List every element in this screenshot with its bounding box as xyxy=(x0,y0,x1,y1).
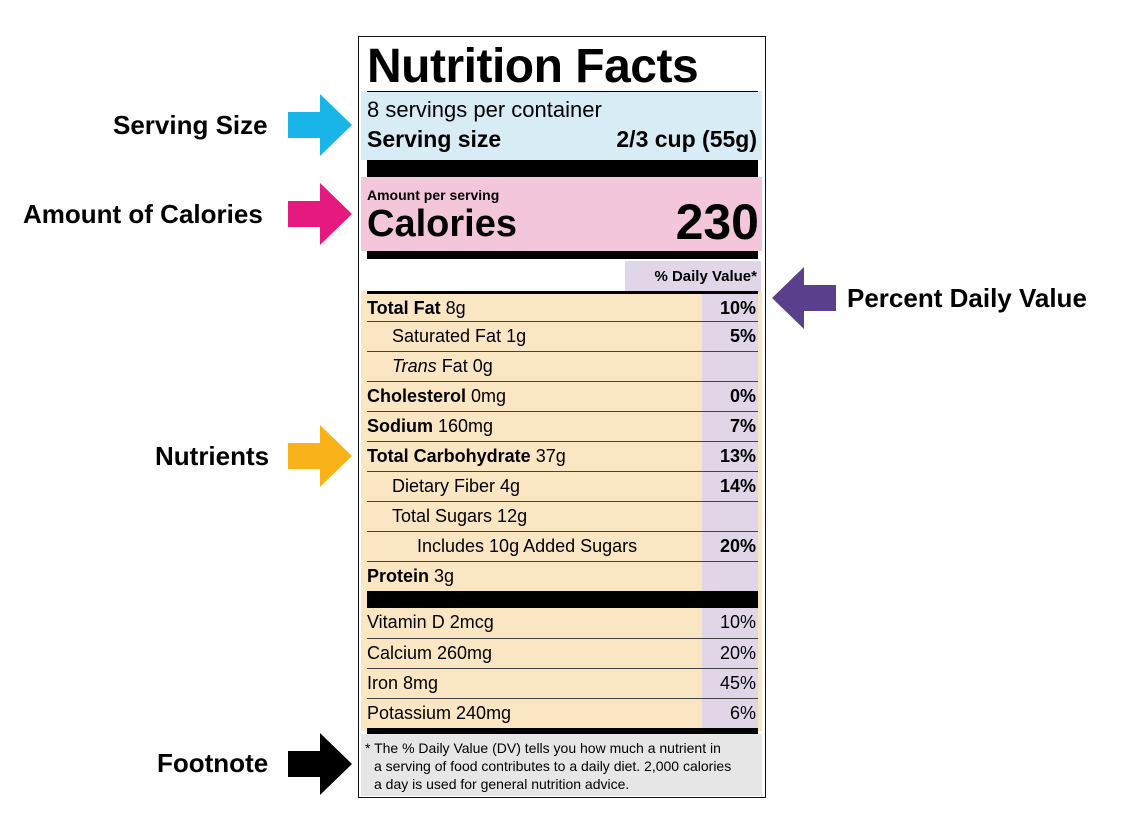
footnote-arrow-shape xyxy=(288,733,352,795)
callout-percent-dv: Percent Daily Value xyxy=(847,283,1087,313)
nutrient-percent: 7% xyxy=(729,416,756,436)
nutrient-italic: Trans xyxy=(392,356,437,376)
nutrient-row: Total Carbohydrate 37g 13% xyxy=(367,441,758,471)
calories-value: 230 xyxy=(675,194,759,250)
daily-value-header: % Daily Value* xyxy=(625,261,761,292)
nutrient-name: Total Sugars 12g xyxy=(392,502,527,531)
nutrient-name: Includes 10g Added Sugars xyxy=(417,532,637,561)
nutrient-percent: 14% xyxy=(719,476,756,496)
vitamin-percent: 20% xyxy=(719,643,756,663)
nutrients-arrow-icon xyxy=(288,425,352,487)
nutrient-bold: Protein xyxy=(367,566,430,586)
nutrient-plain: Fat 0g xyxy=(436,356,493,376)
nutrient-row: Cholesterol 0mg 0% xyxy=(367,381,758,411)
footnote-zone xyxy=(361,734,762,796)
nutrient-percent: 10% xyxy=(719,298,756,318)
nutrient-amount: 0mg xyxy=(466,386,507,406)
calories-arrow-shape xyxy=(288,183,352,245)
nutrient-name: Sodium 160mg xyxy=(367,412,493,441)
nutrient-row: Total Fat 8g 10% xyxy=(367,291,758,321)
nutrient-plain: Total Sugars 12g xyxy=(392,506,528,526)
nutrient-name: Dietary Fiber 4g xyxy=(392,472,520,501)
vitamin-name: Potassium 240mg xyxy=(367,703,512,723)
nutrient-amount: 37g xyxy=(530,446,566,466)
nutrient-percent: 0% xyxy=(729,386,756,406)
nutrients-arrow-shape xyxy=(288,425,352,487)
footnote-line: a day is used for general nutrition advi… xyxy=(374,776,630,792)
callout-nutrients: Nutrients xyxy=(155,441,270,471)
nutrient-name: Trans Fat 0g xyxy=(392,352,493,381)
nutrient-name: Saturated Fat 1g xyxy=(392,322,526,351)
dv-column xyxy=(702,291,758,731)
nutrient-amount: 160mg xyxy=(433,416,494,436)
calories-label: Calories xyxy=(367,203,517,245)
thick-rule-bottom xyxy=(367,728,758,734)
footnote-line: * The % Daily Value (DV) tells you how m… xyxy=(365,740,721,756)
footnote-arrow-icon xyxy=(288,733,352,795)
serving-size-arrow-icon xyxy=(288,94,352,156)
nutrient-bold: Sodium xyxy=(367,416,433,436)
percent-dv-arrow-shape xyxy=(772,267,836,329)
footnote-text: * The % Daily Value (DV) tells you how m… xyxy=(365,739,757,793)
nutrient-name: Total Fat 8g xyxy=(367,294,466,323)
nutrient-name: Total Carbohydrate 37g xyxy=(367,442,566,471)
nutrient-row: Sodium 160mg 7% xyxy=(367,411,758,441)
callout-calories: Amount of Calories xyxy=(23,199,263,229)
vitamin-row: Calcium 260mg 20% xyxy=(367,638,758,668)
callout-serving-size: Serving Size xyxy=(113,110,268,140)
amount-per-serving: Amount per serving xyxy=(367,187,500,203)
nutrient-bold: Cholesterol xyxy=(367,386,467,406)
calories-arrow-icon xyxy=(288,183,352,245)
nutrient-row: Protein 3g xyxy=(367,561,758,591)
nutrient-row: Includes 10g Added Sugars 20% xyxy=(367,531,758,561)
nutrient-percent: 13% xyxy=(719,446,756,466)
thick-rule-vitamins xyxy=(367,591,758,608)
vitamin-row: Potassium 240mg 6% xyxy=(367,698,758,728)
percent-dv-arrow-icon xyxy=(772,267,836,329)
nutrient-amount: 8g xyxy=(440,298,466,318)
nutrients-zone xyxy=(361,291,762,731)
nutrient-row: Dietary Fiber 4g 14% xyxy=(367,471,758,501)
nutrient-plain: Dietary Fiber 4g xyxy=(392,476,521,496)
servings-per-container: 8 servings per container xyxy=(367,97,602,122)
vitamin-row: Vitamin D 2mcg 10% xyxy=(367,608,758,638)
vitamin-name: Vitamin D 2mcg xyxy=(367,612,494,632)
nutrient-row: Total Sugars 12g xyxy=(367,501,758,531)
nutrient-percent: 5% xyxy=(729,326,756,346)
nutrient-percent: 20% xyxy=(719,536,756,556)
nutrient-plain: Saturated Fat 1g xyxy=(392,326,527,346)
title-rule xyxy=(367,91,758,92)
calories-zone xyxy=(361,177,762,251)
label-title: Nutrition Facts xyxy=(367,40,699,93)
footnote-line: a serving of food contributes to a daily… xyxy=(374,758,732,774)
serving-size-arrow-shape xyxy=(288,94,352,156)
vitamin-percent: 10% xyxy=(719,612,756,632)
nutrition-facts-label: Nutrition Facts 8 servings per container… xyxy=(358,36,766,798)
nutrient-bold: Total Carbohydrate xyxy=(367,446,531,466)
vitamin-name: Calcium 260mg xyxy=(367,643,493,663)
vitamin-percent: 45% xyxy=(719,673,756,693)
nutrient-row: Trans Fat 0g xyxy=(367,351,758,381)
nutrient-bold: Total Fat xyxy=(367,298,441,318)
nutrient-amount: 3g xyxy=(429,566,455,586)
serving-zone xyxy=(361,91,762,160)
vitamin-name: Iron 8mg xyxy=(367,673,439,693)
vitamin-percent: 6% xyxy=(729,703,756,723)
serving-size-value: 2/3 cup (55g) xyxy=(616,126,757,152)
serving-size-label: Serving size xyxy=(367,126,502,152)
nutrient-name: Cholesterol 0mg xyxy=(367,382,506,411)
thick-rule-calories xyxy=(367,251,758,259)
callout-footnote: Footnote xyxy=(157,748,269,778)
nutrient-row: Saturated Fat 1g 5% xyxy=(367,321,758,351)
vitamin-row: Iron 8mg 45% xyxy=(367,668,758,698)
thick-rule-top xyxy=(367,160,758,177)
nutrient-name: Protein 3g xyxy=(367,562,454,591)
nutrient-plain: Includes 10g Added Sugars xyxy=(417,536,638,556)
